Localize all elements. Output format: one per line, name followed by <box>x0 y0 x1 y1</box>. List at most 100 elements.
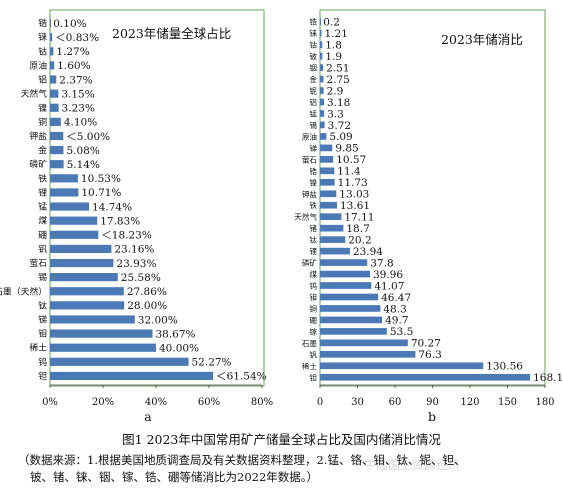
bar <box>50 131 64 141</box>
source-note-line1: （数据来源：1.根据美国地质调查局及有关数据资料整理，2.锰、铬、钼、钛、铌、钽… <box>18 453 466 467</box>
panel-label: a <box>144 409 152 424</box>
bar <box>50 371 214 381</box>
category-label: 钴 <box>309 40 317 50</box>
bar <box>320 121 325 129</box>
data-label: 48.3 <box>383 303 406 315</box>
category-label: 锑 <box>38 313 47 325</box>
bar <box>320 64 324 71</box>
category-label: 原油 <box>29 59 47 71</box>
category-label: 煤 <box>309 269 317 279</box>
category-label: 钨 <box>38 356 47 368</box>
bar <box>50 103 59 112</box>
category-label: 钾盐 <box>29 130 47 142</box>
data-label: 41.07 <box>374 280 404 292</box>
category-label: 铜 <box>309 303 317 313</box>
bar <box>50 61 55 70</box>
data-label: 1.60% <box>57 60 90 72</box>
bar <box>50 18 51 28</box>
data-label: 46.47 <box>381 292 411 304</box>
bar <box>320 201 338 209</box>
data-label: 10.57 <box>336 154 366 166</box>
bar <box>320 213 342 221</box>
data-label: 4.10% <box>64 117 97 129</box>
category-label: 钴 <box>38 45 47 57</box>
category-label: 铁 <box>38 172 47 184</box>
data-label: 17.11 <box>344 212 374 224</box>
bar <box>320 236 346 243</box>
bar <box>50 244 112 253</box>
category-label: 稀土 <box>29 342 47 354</box>
category-label: 锗 <box>309 223 317 233</box>
x-tick-label: 90 <box>426 397 439 408</box>
bar <box>320 29 322 37</box>
data-label: 53.5 <box>390 326 413 338</box>
bar <box>50 89 59 98</box>
bar <box>50 117 61 126</box>
data-label: 130.56 <box>486 361 523 373</box>
data-label: 23.16% <box>114 244 154 256</box>
data-label: 76.3 <box>418 349 441 361</box>
bar <box>50 273 118 282</box>
category-label: 硼 <box>38 230 47 241</box>
data-label: 23.93% <box>116 258 156 270</box>
category-label: 铼 <box>38 31 47 43</box>
data-label: 10.71% <box>81 187 121 199</box>
data-label: 23.94 <box>353 246 383 258</box>
chart-frame <box>49 9 265 387</box>
bar <box>50 329 153 338</box>
panel-label: b <box>428 409 436 424</box>
data-label: 9.85 <box>335 143 358 155</box>
category-label: 原油 <box>302 131 317 141</box>
category-label: 钛 <box>309 235 317 245</box>
category-label: 金 <box>38 144 47 156</box>
data-label: ＜61.54% <box>216 371 267 383</box>
source-note-line2: 铍、锗、铼、铟、镓、锆、硼等储消比为2022年数据。） <box>30 470 319 484</box>
data-label: 13.61 <box>340 200 370 212</box>
category-label: 铝 <box>38 74 47 86</box>
category-label: 铁 <box>309 200 317 210</box>
category-label: 钒 <box>38 243 47 255</box>
data-label: 18.7 <box>346 223 369 235</box>
category-label: 铜 <box>38 116 47 128</box>
bar <box>50 315 135 324</box>
bar <box>50 33 53 42</box>
data-label: 2.9 <box>327 85 344 97</box>
bar <box>50 160 64 169</box>
bar <box>320 190 337 198</box>
bar <box>320 144 333 152</box>
x-tick-label: 180 <box>535 397 554 408</box>
data-label: 3.72 <box>328 120 351 132</box>
x-tick-label: 0% <box>42 397 58 408</box>
category-label: 钽 <box>309 372 317 382</box>
panel-a: 锆 0.10% 铼 ＜0.83% 钴 1.27% 原油 1.60% 铝 2.37% 天然气 3.15%… <box>0 9 273 424</box>
category-label: 天然气 <box>294 212 317 222</box>
data-label: 2.75 <box>326 74 349 86</box>
x-tick-label: 60 <box>389 397 402 408</box>
category-label: 硼 <box>309 316 317 325</box>
data-label: ＜5.00% <box>66 131 110 143</box>
bar <box>320 282 372 289</box>
x-tick-label: 150 <box>498 397 517 408</box>
data-label: 3.3 <box>327 108 344 120</box>
category-label: 钼 <box>309 292 317 302</box>
data-label: 1.27% <box>56 46 89 58</box>
category-label: 钒 <box>309 350 317 359</box>
data-label: 168.1 <box>533 372 563 384</box>
data-label: 1.8 <box>325 39 342 51</box>
category-label: 磷矿 <box>29 158 47 170</box>
data-label: 40.00% <box>159 343 199 355</box>
category-label: 锂 <box>38 186 47 198</box>
bar <box>320 87 324 94</box>
category-label: 磷矿 <box>302 258 318 268</box>
bar <box>50 343 156 352</box>
bar <box>50 230 99 239</box>
data-label: 20.2 <box>348 234 371 246</box>
category-label: 锡 <box>38 272 47 283</box>
x-tick-label: 60% <box>198 397 220 408</box>
bar <box>320 259 368 266</box>
category-label: 铼 <box>309 28 317 38</box>
data-label: 17.83% <box>100 215 140 227</box>
bar <box>50 216 98 225</box>
chart-title: 2023年储量全球占比 <box>112 26 231 41</box>
category-label: 萤石 <box>29 257 47 269</box>
